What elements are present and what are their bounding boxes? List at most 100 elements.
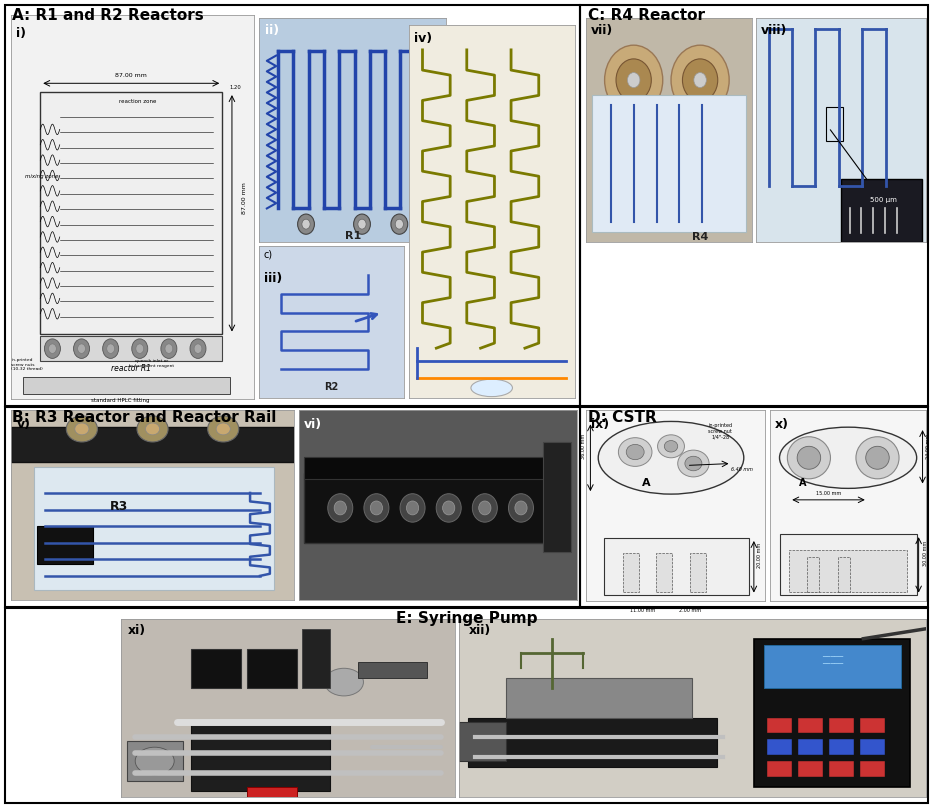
Circle shape (325, 668, 364, 696)
Circle shape (472, 494, 497, 522)
Circle shape (797, 446, 821, 469)
Text: mixing zone: mixing zone (24, 174, 58, 179)
Bar (592, 95, 745, 232)
Text: vii): vii) (591, 24, 613, 37)
Circle shape (677, 450, 709, 477)
Circle shape (298, 214, 314, 234)
Bar (829, 739, 854, 755)
Circle shape (515, 501, 527, 515)
Bar (690, 554, 705, 592)
Text: 30.00 mm: 30.00 mm (923, 541, 927, 566)
Text: i): i) (16, 27, 26, 40)
Circle shape (77, 344, 86, 353)
Text: standard HPLC fitting: standard HPLC fitting (91, 399, 149, 404)
Bar (358, 663, 427, 678)
Bar (506, 678, 692, 717)
Bar (798, 717, 823, 734)
Ellipse shape (471, 379, 512, 396)
Text: 36.00 mm: 36.00 mm (581, 433, 586, 458)
Circle shape (442, 501, 454, 515)
Circle shape (787, 437, 830, 479)
Text: xii): xii) (468, 625, 491, 638)
Circle shape (682, 59, 717, 101)
Circle shape (479, 501, 491, 515)
Circle shape (358, 220, 366, 229)
Bar (246, 649, 297, 688)
Text: 20.00 mm: 20.00 mm (758, 542, 762, 568)
Bar (860, 717, 885, 734)
Circle shape (856, 437, 899, 479)
Text: quench inlet or
subsequent reagent: quench inlet or subsequent reagent (130, 359, 174, 368)
Text: C: R4 Reactor: C: R4 Reactor (588, 8, 704, 23)
Circle shape (694, 73, 706, 87)
Circle shape (664, 441, 677, 452)
Bar (459, 721, 506, 761)
Text: A: A (799, 479, 807, 488)
Bar (842, 179, 922, 242)
Bar (246, 787, 297, 797)
Text: B: R3 Reactor and Reactor Rail: B: R3 Reactor and Reactor Rail (12, 410, 276, 425)
Text: 6.40 mm: 6.40 mm (731, 467, 753, 472)
Text: 87.00 mm: 87.00 mm (242, 182, 246, 215)
Circle shape (194, 344, 202, 353)
Circle shape (106, 344, 115, 353)
Bar (838, 557, 850, 592)
Circle shape (165, 344, 173, 353)
Circle shape (866, 446, 889, 469)
Bar (829, 717, 854, 734)
Text: 1.20: 1.20 (230, 86, 242, 90)
Bar (764, 645, 900, 688)
Bar (767, 717, 792, 734)
Circle shape (302, 220, 310, 229)
Bar (40, 92, 222, 334)
Bar (798, 739, 823, 755)
Bar (860, 761, 885, 777)
Circle shape (137, 416, 168, 442)
Bar (127, 742, 183, 780)
Circle shape (616, 59, 651, 101)
Circle shape (437, 494, 461, 522)
Text: A: A (642, 479, 650, 488)
Text: viii): viii) (760, 24, 787, 37)
Text: x): x) (774, 417, 788, 431)
Ellipse shape (598, 421, 744, 494)
Bar (40, 336, 222, 361)
Circle shape (626, 445, 644, 460)
Bar (36, 526, 93, 564)
Text: ix): ix) (592, 417, 609, 431)
Bar (860, 739, 885, 755)
Circle shape (146, 423, 160, 435)
Text: D: CSTR: D: CSTR (588, 410, 657, 425)
Bar (826, 107, 843, 141)
Circle shape (136, 344, 144, 353)
Circle shape (671, 45, 730, 115)
Text: xi): xi) (128, 625, 146, 638)
Circle shape (216, 423, 230, 435)
Bar (829, 761, 854, 777)
Circle shape (208, 416, 239, 442)
Circle shape (354, 214, 370, 234)
Bar (755, 638, 910, 787)
Circle shape (627, 73, 640, 87)
Circle shape (190, 339, 206, 358)
Bar (798, 761, 823, 777)
Bar (604, 538, 749, 596)
Circle shape (400, 494, 425, 522)
Bar (779, 534, 917, 596)
Text: R1: R1 (344, 231, 361, 240)
Bar (789, 550, 907, 592)
Circle shape (74, 339, 90, 358)
Bar (623, 554, 638, 592)
Text: E: Syringe Pump: E: Syringe Pump (396, 611, 537, 626)
Bar (191, 649, 241, 688)
Bar (302, 629, 330, 688)
Bar (23, 378, 230, 394)
Circle shape (135, 747, 174, 775)
Circle shape (49, 344, 56, 353)
Text: A: R1 and R2 Reactors: A: R1 and R2 Reactors (12, 8, 204, 23)
Bar (767, 761, 792, 777)
Text: reactor R1: reactor R1 (111, 365, 151, 374)
Circle shape (370, 501, 383, 515)
Circle shape (103, 339, 118, 358)
Bar (34, 466, 274, 590)
